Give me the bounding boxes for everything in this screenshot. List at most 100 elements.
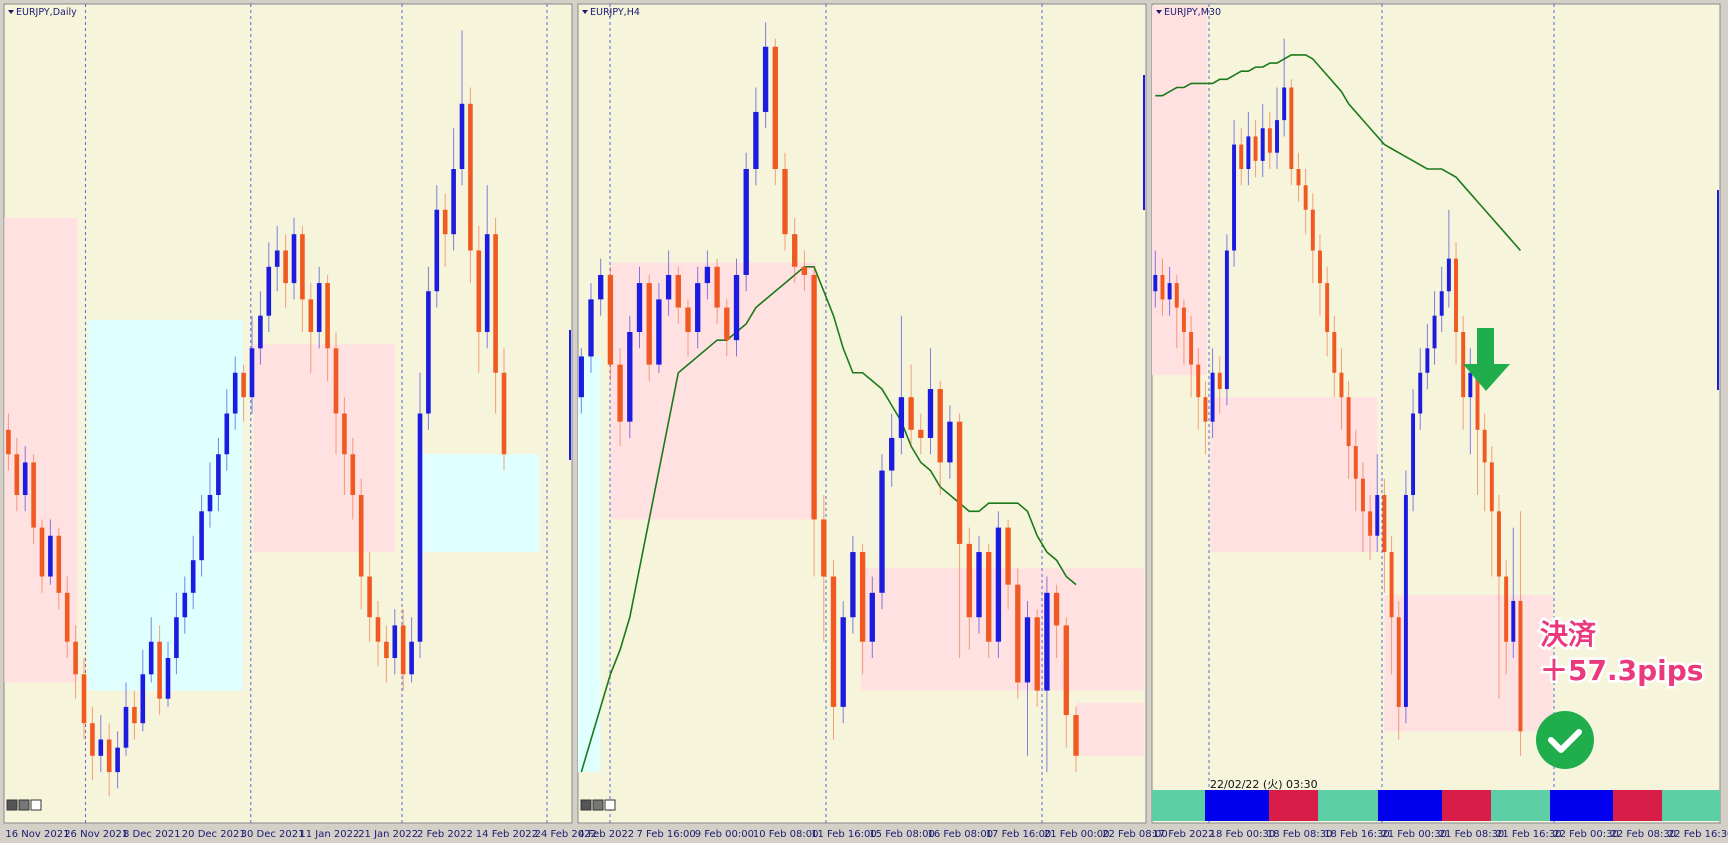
candle-body — [1289, 87, 1294, 169]
candle-body — [753, 111, 759, 169]
candle-body — [1461, 332, 1466, 398]
candle-body — [1310, 209, 1315, 251]
candle-body — [578, 356, 584, 398]
candle-body — [300, 234, 305, 300]
candle-body — [1005, 527, 1011, 585]
candle-body — [451, 169, 456, 235]
x-tick-label: 22 Feb 16:30 — [1668, 829, 1728, 840]
x-tick-label: 16 Feb 08:00 — [928, 829, 994, 840]
x-tick-label: 8 Dec 2021 — [123, 829, 181, 840]
candle-body — [743, 169, 749, 275]
candle-body — [1239, 144, 1244, 169]
candle-body — [898, 397, 905, 438]
candle-body — [976, 552, 982, 618]
toolbar-icon — [580, 799, 592, 811]
moving-average — [1155, 54, 1522, 252]
indicator-bar — [1491, 790, 1550, 821]
candle-body — [190, 560, 196, 593]
candle-body — [426, 291, 431, 414]
candle-body — [249, 348, 255, 398]
candle-body — [123, 706, 129, 748]
candle-body — [1217, 372, 1222, 390]
candle-body — [140, 674, 146, 724]
candle-body — [1160, 274, 1165, 300]
candle-body — [31, 462, 36, 528]
candle-body — [1325, 283, 1330, 332]
candle-body — [908, 397, 914, 430]
candle-body — [316, 283, 322, 332]
annotation: 決済 — [1540, 618, 1597, 651]
candle-body — [762, 46, 769, 112]
candle-body — [1153, 274, 1158, 292]
candle-body — [1044, 592, 1050, 691]
candle-body — [879, 470, 885, 593]
zone — [1152, 6, 1207, 376]
indicator-bar — [1152, 790, 1205, 821]
zone — [860, 568, 1144, 691]
candle-body — [1260, 128, 1265, 161]
candle-body — [350, 454, 356, 495]
candle-body — [821, 519, 827, 577]
x-tick-label: 21 Feb 00:00 — [1044, 829, 1110, 840]
candle-body — [73, 641, 78, 675]
candle-body — [1346, 397, 1351, 447]
candle-body — [165, 658, 171, 699]
candle-body — [1282, 87, 1287, 121]
candle-body — [442, 209, 448, 235]
candle-body — [801, 266, 808, 275]
candle-body — [90, 723, 95, 756]
candle-body — [1253, 136, 1258, 161]
candle-body — [22, 462, 28, 495]
toolbar-icon — [6, 799, 18, 811]
candle-body — [1339, 372, 1344, 398]
candle-body — [811, 274, 817, 520]
candle-body — [1073, 715, 1079, 756]
toolbar-icon — [592, 799, 604, 811]
zone — [578, 356, 601, 773]
x-tick-label: 14 Feb 2022 — [476, 829, 538, 840]
candle-body — [224, 413, 230, 455]
candle-body — [283, 250, 288, 284]
candle-body — [646, 283, 652, 365]
indicator-bar — [1205, 790, 1269, 821]
zone — [253, 344, 395, 553]
candle-body — [830, 576, 837, 707]
candle-body — [241, 372, 246, 398]
candle-body — [157, 641, 162, 699]
candle-body — [1482, 429, 1487, 463]
candle-body — [995, 527, 1002, 642]
candle-body — [869, 592, 875, 642]
candle-body — [656, 299, 662, 365]
zone — [420, 454, 540, 553]
candle-body — [889, 437, 895, 471]
candle-body — [1303, 185, 1308, 210]
candle-body — [1210, 372, 1215, 422]
x-tick-label: 2 Feb 2022 — [417, 829, 473, 840]
candle-body — [850, 552, 856, 618]
candle-body — [1332, 332, 1337, 373]
candle-body — [1489, 462, 1494, 512]
candle-body — [1267, 128, 1272, 153]
chart-title: EURJPY,M30 — [1164, 7, 1221, 18]
candle-body — [342, 413, 347, 455]
x-tick-label: 24 Feb 2022 — [535, 829, 597, 840]
candle-body — [1418, 372, 1423, 414]
x-tick-label: 11 Jan 2022 — [299, 829, 359, 840]
candle-body — [1053, 592, 1060, 626]
candle-body — [1382, 495, 1387, 553]
toolbar-icon — [18, 799, 30, 811]
candle-body — [375, 617, 381, 642]
candle-body — [588, 299, 594, 357]
candle-body — [1360, 478, 1365, 512]
x-tick-label: 21 Feb 16:30 — [1496, 829, 1562, 840]
candle-body — [1167, 283, 1172, 300]
indicator-bar — [1550, 790, 1613, 821]
candle-body — [918, 429, 924, 438]
candle-body — [947, 421, 953, 463]
candle-body — [1275, 120, 1279, 153]
x-tick-label: 30 Dec 2021 — [241, 829, 305, 840]
candle-body — [675, 274, 681, 308]
plot-area — [578, 4, 1144, 823]
title-arrow — [582, 10, 588, 14]
